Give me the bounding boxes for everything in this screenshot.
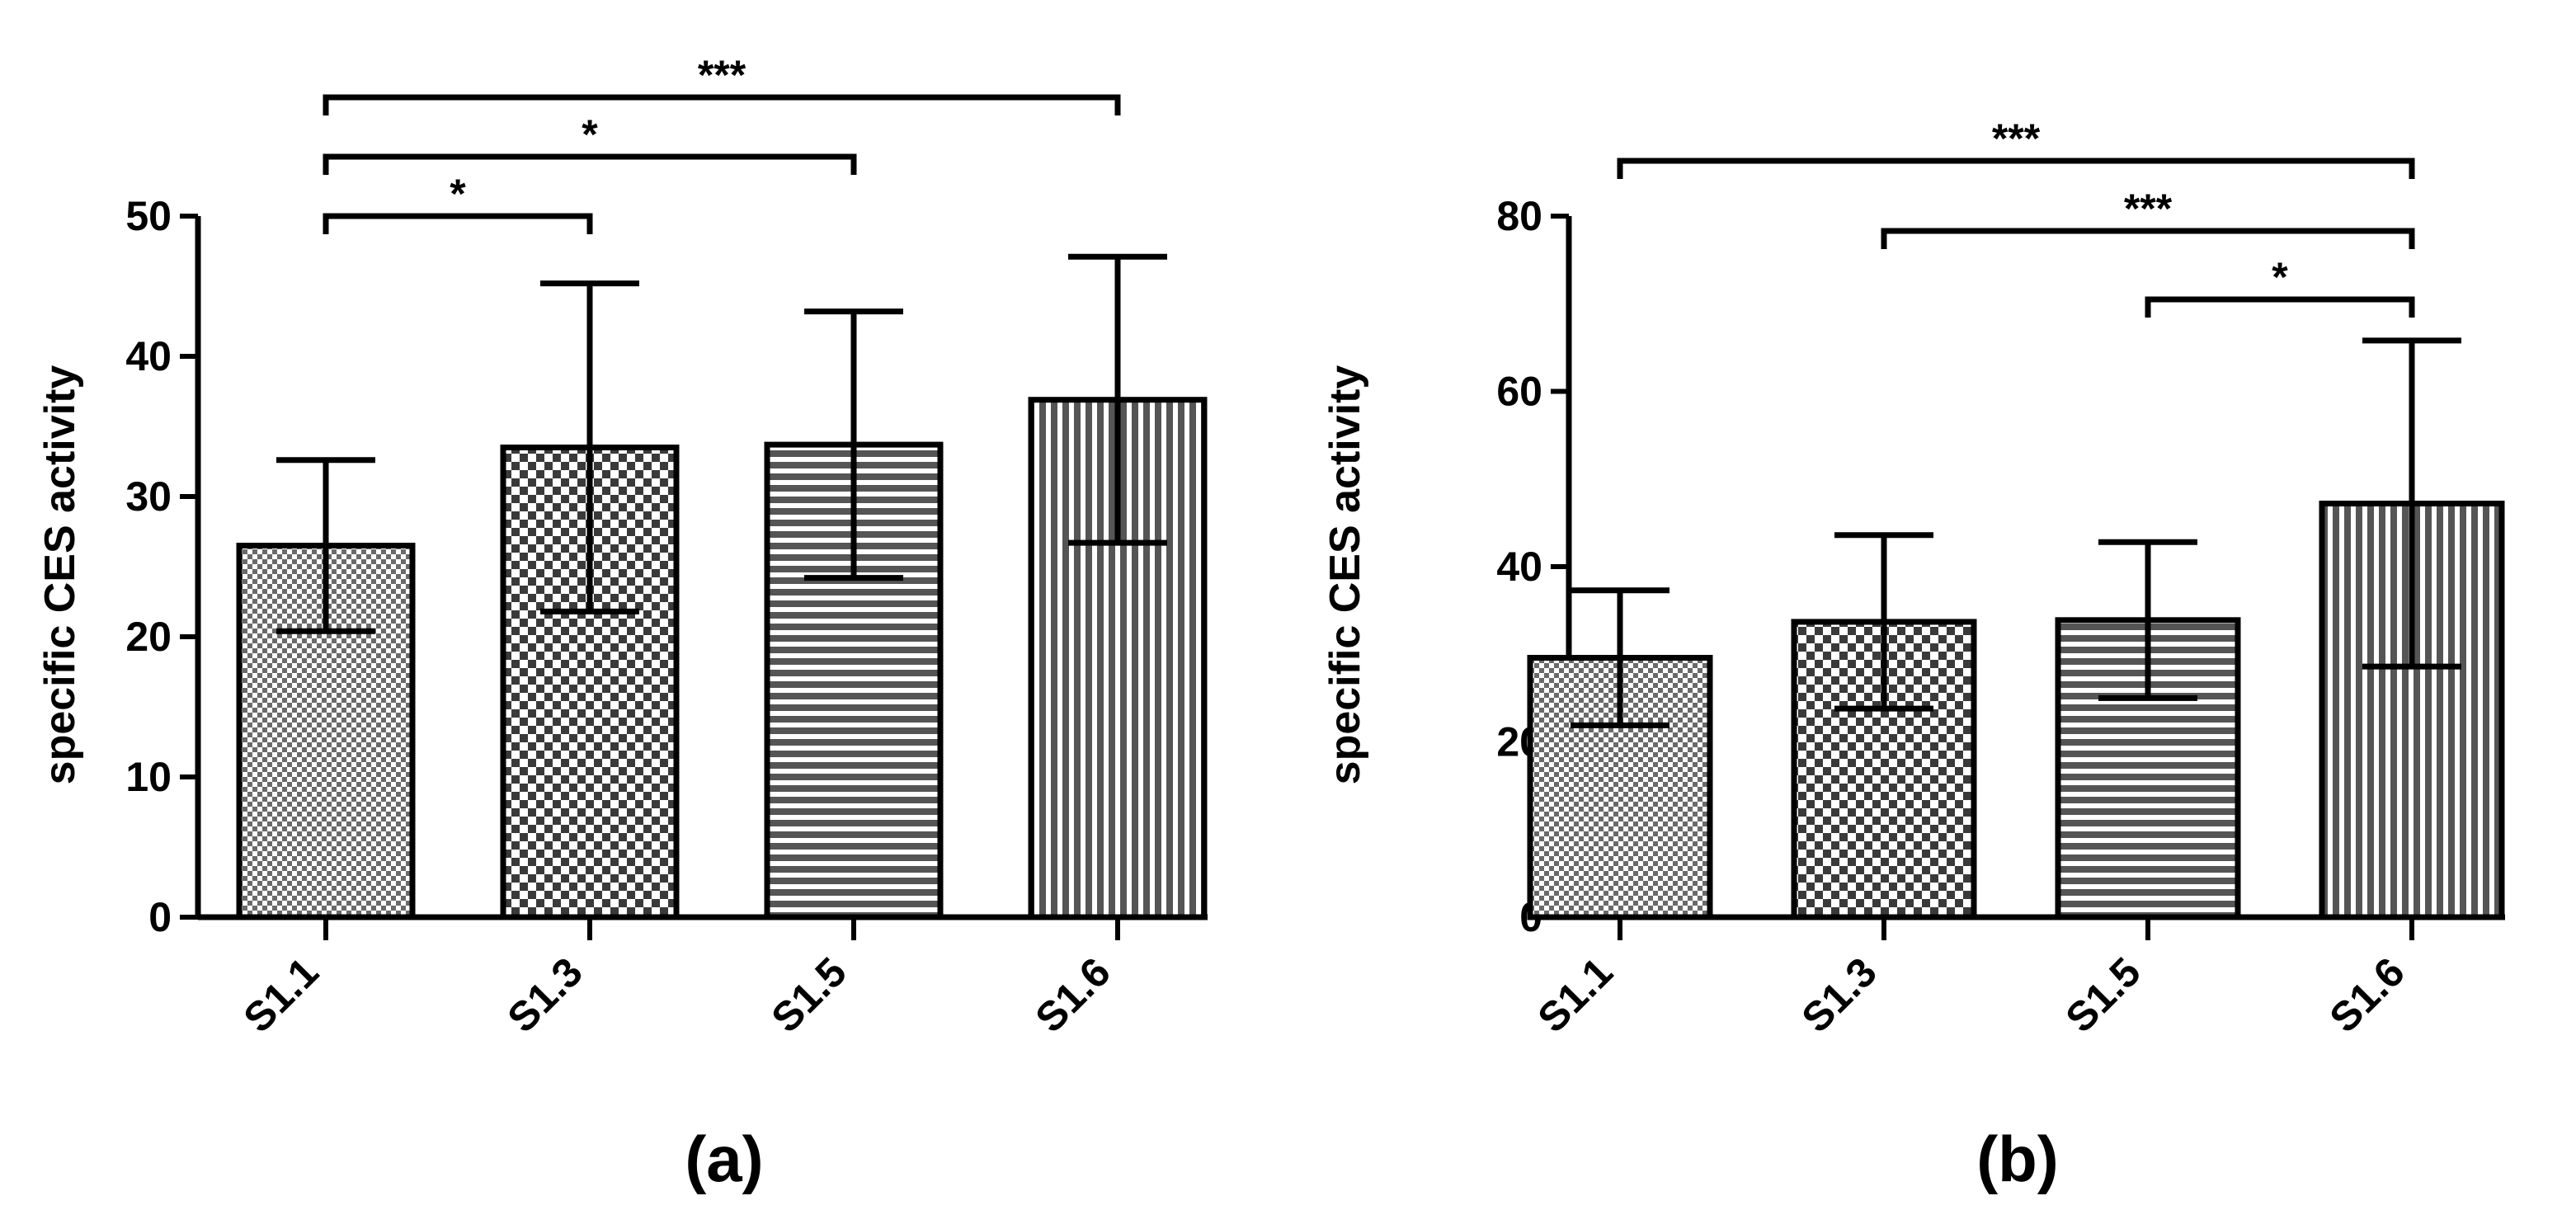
significance-label: *: [582, 111, 598, 158]
x-tick-label: S1.3: [498, 949, 591, 1041]
significance-bracket: [1617, 158, 2415, 179]
y-tick-label: 60: [1496, 369, 1542, 415]
x-tick-label: S1.6: [1026, 949, 1118, 1041]
significance-label: *: [2272, 254, 2288, 300]
panel-label: (a): [685, 1123, 763, 1195]
y-tick-label: 40: [1496, 544, 1542, 590]
significance-label: ***: [698, 52, 746, 98]
significance-bracket: [323, 213, 593, 234]
panel-label: (b): [1976, 1123, 2059, 1195]
x-tick-label: S1.5: [762, 949, 855, 1041]
y-tick-label: 50: [125, 193, 172, 239]
bar: [1028, 397, 1208, 920]
panel-b: specific CES activity (b) 020406080S1.1S…: [1321, 115, 2505, 1195]
y-tick-label: 40: [125, 333, 172, 379]
significance-bracket: [1881, 228, 2415, 249]
x-tick-label: S1.5: [2056, 949, 2149, 1041]
x-tick-label: S1.3: [1792, 949, 1885, 1041]
significance-label: *: [450, 171, 466, 217]
significance-bracket: [2145, 296, 2415, 318]
x-tick-label: S1.1: [1528, 949, 1621, 1041]
x-tick-label: S1.1: [234, 949, 327, 1041]
significance-label: ***: [1992, 115, 2041, 162]
y-tick-label: 80: [1496, 193, 1542, 239]
significance-bracket: [323, 153, 857, 175]
y-tick-label: 30: [125, 473, 172, 520]
significance-label: ***: [2124, 186, 2173, 232]
y-axis-title: specific CES activity: [1321, 365, 1369, 785]
y-axis-title: specific CES activity: [36, 365, 84, 785]
significance-bracket: [323, 94, 1121, 115]
y-tick-label: 20: [125, 614, 172, 660]
x-tick-label: S1.6: [2320, 949, 2413, 1041]
y-tick-label: 10: [125, 754, 172, 800]
y-tick-label: 0: [148, 894, 172, 940]
panel-a: specific CES activity (a) 0 10 20 30 40 50 S1.…: [36, 52, 1208, 1195]
